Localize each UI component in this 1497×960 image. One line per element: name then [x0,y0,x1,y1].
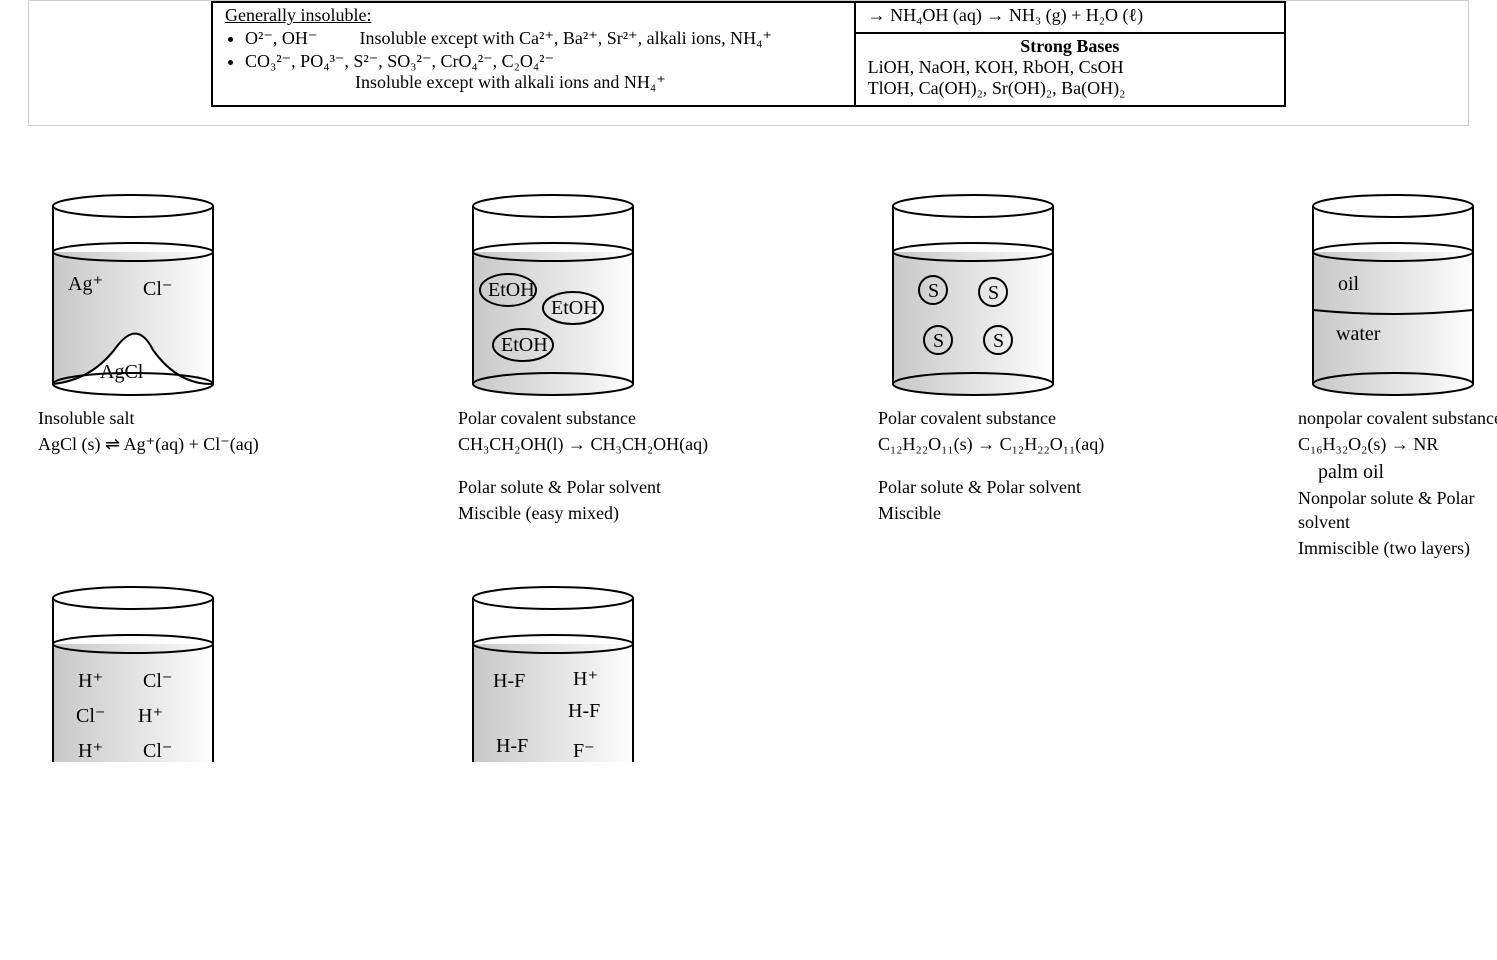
caption-title: Insoluble salt [38,406,338,430]
beaker-label: Cl⁻ [143,278,172,300]
generally-insoluble-heading: Generally insoluble: [225,5,842,26]
weak-base-equation: → NH₄OH (aq) → NH₃ (g) + H₂O (ℓ) [868,5,1144,25]
beaker-svg: EtOH EtOH EtOH [458,190,648,400]
ion-note: Insoluble except with alkali ions and NH… [245,72,666,93]
beaker-label: H-F [496,735,528,757]
beaker-ethanol: EtOH EtOH EtOH Polar covalent substance … [458,190,758,527]
beaker-label: H⁺ [573,668,598,690]
page: Generally insoluble: O²⁻, OH⁻ Insoluble … [0,0,1497,762]
beaker-row-1: Ag⁺ Cl⁻ AgCl Insoluble salt AgCl (s) ⇌ A… [0,154,1497,562]
caption-equation: CH₃CH₂OH(l) → CH₃CH₂OH(aq) [458,432,758,456]
ion-list: CO₃²⁻, PO₄³⁻, S²⁻, SO₃²⁻, CrO₄²⁻, C₂O₄²⁻ [245,51,554,71]
caption-line: Immiscible (two layers) [1298,536,1497,560]
beaker-label: S [928,280,939,302]
beaker-label: S [933,330,944,352]
beaker-caption: Insoluble salt AgCl (s) ⇌ Ag⁺(aq) + Cl⁻(… [38,406,338,457]
beaker-caption: nonpolar covalent substance C₁₆H₃₂O₂(s) … [1298,406,1497,560]
beaker-agcl: Ag⁺ Cl⁻ AgCl Insoluble salt AgCl (s) ⇌ A… [38,190,338,459]
ion-list: O²⁻, OH⁻ [245,28,355,49]
caption-line: Miscible (easy mixed) [458,501,758,525]
strong-bases-line: LiOH, NaOH, KOH, RbOH, CsOH [868,57,1272,78]
caption-line: Polar solute & Polar solvent [878,475,1178,499]
insoluble-list: O²⁻, OH⁻ Insoluble except with Ca²⁺, Ba²… [225,28,842,93]
beaker-label: Ag⁺ [68,273,103,295]
beaker-label: S [993,330,1004,352]
rules-left-cell: Generally insoluble: O²⁻, OH⁻ Insoluble … [213,3,856,105]
beaker-label: water [1336,323,1381,345]
beaker-row-2: H⁺ Cl⁻ Cl⁻ H⁺ H⁺ Cl⁻ [0,562,1497,762]
beaker-label: AgCl [100,361,144,383]
beaker-label: F⁻ [573,740,595,762]
beaker-hcl: H⁺ Cl⁻ Cl⁻ H⁺ H⁺ Cl⁻ [38,582,338,762]
ion-note: Insoluble except with Ca²⁺, Ba²⁺, Sr²⁺, … [360,28,772,48]
caption-equation: C₁₂H₂₂O₁₁(s) → C₁₂H₂₂O₁₁(aq) [878,432,1178,456]
beaker-label: S [988,282,999,304]
beaker-label: EtOH [488,279,535,301]
caption-line: Polar solute & Polar solvent [458,475,758,499]
beaker-label: Cl⁻ [143,670,172,692]
beaker-svg: H⁺ Cl⁻ Cl⁻ H⁺ H⁺ Cl⁻ [38,582,228,762]
caption-handwritten: palm oil [1318,459,1497,486]
solubility-rules-box: Generally insoluble: O²⁻, OH⁻ Insoluble … [211,1,1286,107]
beaker-label: H⁺ [78,740,103,762]
list-item: O²⁻, OH⁻ Insoluble except with Ca²⁺, Ba²… [245,28,842,49]
beaker-sucrose: S S S S Polar covalent substance C₁₂H₂₂O… [878,190,1178,527]
strong-bases-line: TlOH, Ca(OH)₂, Sr(OH)₂, Ba(OH)₂ [868,78,1272,99]
strong-bases-cell: Strong Bases LiOH, NaOH, KOH, RbOH, CsOH… [856,34,1284,105]
beaker-label: H-F [568,700,600,722]
rules-right-cell: → NH₄OH (aq) → NH₃ (g) + H₂O (ℓ) Strong … [856,3,1284,105]
beaker-svg: oil water [1298,190,1488,400]
beaker-label: H⁺ [78,670,103,692]
beaker-label: EtOH [551,297,598,319]
caption-line: Miscible [878,501,1178,525]
beaker-svg: S S S S [878,190,1068,400]
top-frame: Generally insoluble: O²⁻, OH⁻ Insoluble … [28,0,1469,126]
caption-equation: AgCl (s) ⇌ Ag⁺(aq) + Cl⁻(aq) [38,432,338,456]
caption-title: Polar covalent substance [458,406,758,430]
beaker-oil-water: oil water nonpolar covalent substance C₁… [1298,190,1497,562]
beaker-label: H⁺ [138,705,163,727]
list-item: CO₃²⁻, PO₄³⁻, S²⁻, SO₃²⁻, CrO₄²⁻, C₂O₄²⁻… [245,51,842,93]
strong-bases-title: Strong Bases [868,36,1272,57]
beaker-caption: Polar covalent substance C₁₂H₂₂O₁₁(s) → … [878,406,1178,525]
beaker-caption: Polar covalent substance CH₃CH₂OH(l) → C… [458,406,758,525]
beaker-label: Cl⁻ [143,740,172,762]
caption-equation: C₁₆H₃₂O₂(s) → NR [1298,432,1497,456]
weak-base-equation-cell: → NH₄OH (aq) → NH₃ (g) + H₂O (ℓ) [856,3,1284,34]
beaker-label: EtOH [501,334,548,356]
beaker-label: H-F [493,670,525,692]
beaker-hf: H-F H⁺ H-F H-F F⁻ [458,582,758,762]
caption-title: Polar covalent substance [878,406,1178,430]
beaker-label: oil [1338,273,1360,295]
beaker-svg: H-F H⁺ H-F H-F F⁻ [458,582,648,762]
beaker-label: Cl⁻ [76,705,105,727]
caption-line: Nonpolar solute & Polar solvent [1298,486,1497,535]
beaker-svg: Ag⁺ Cl⁻ AgCl [38,190,228,400]
caption-title: nonpolar covalent substance [1298,406,1497,430]
